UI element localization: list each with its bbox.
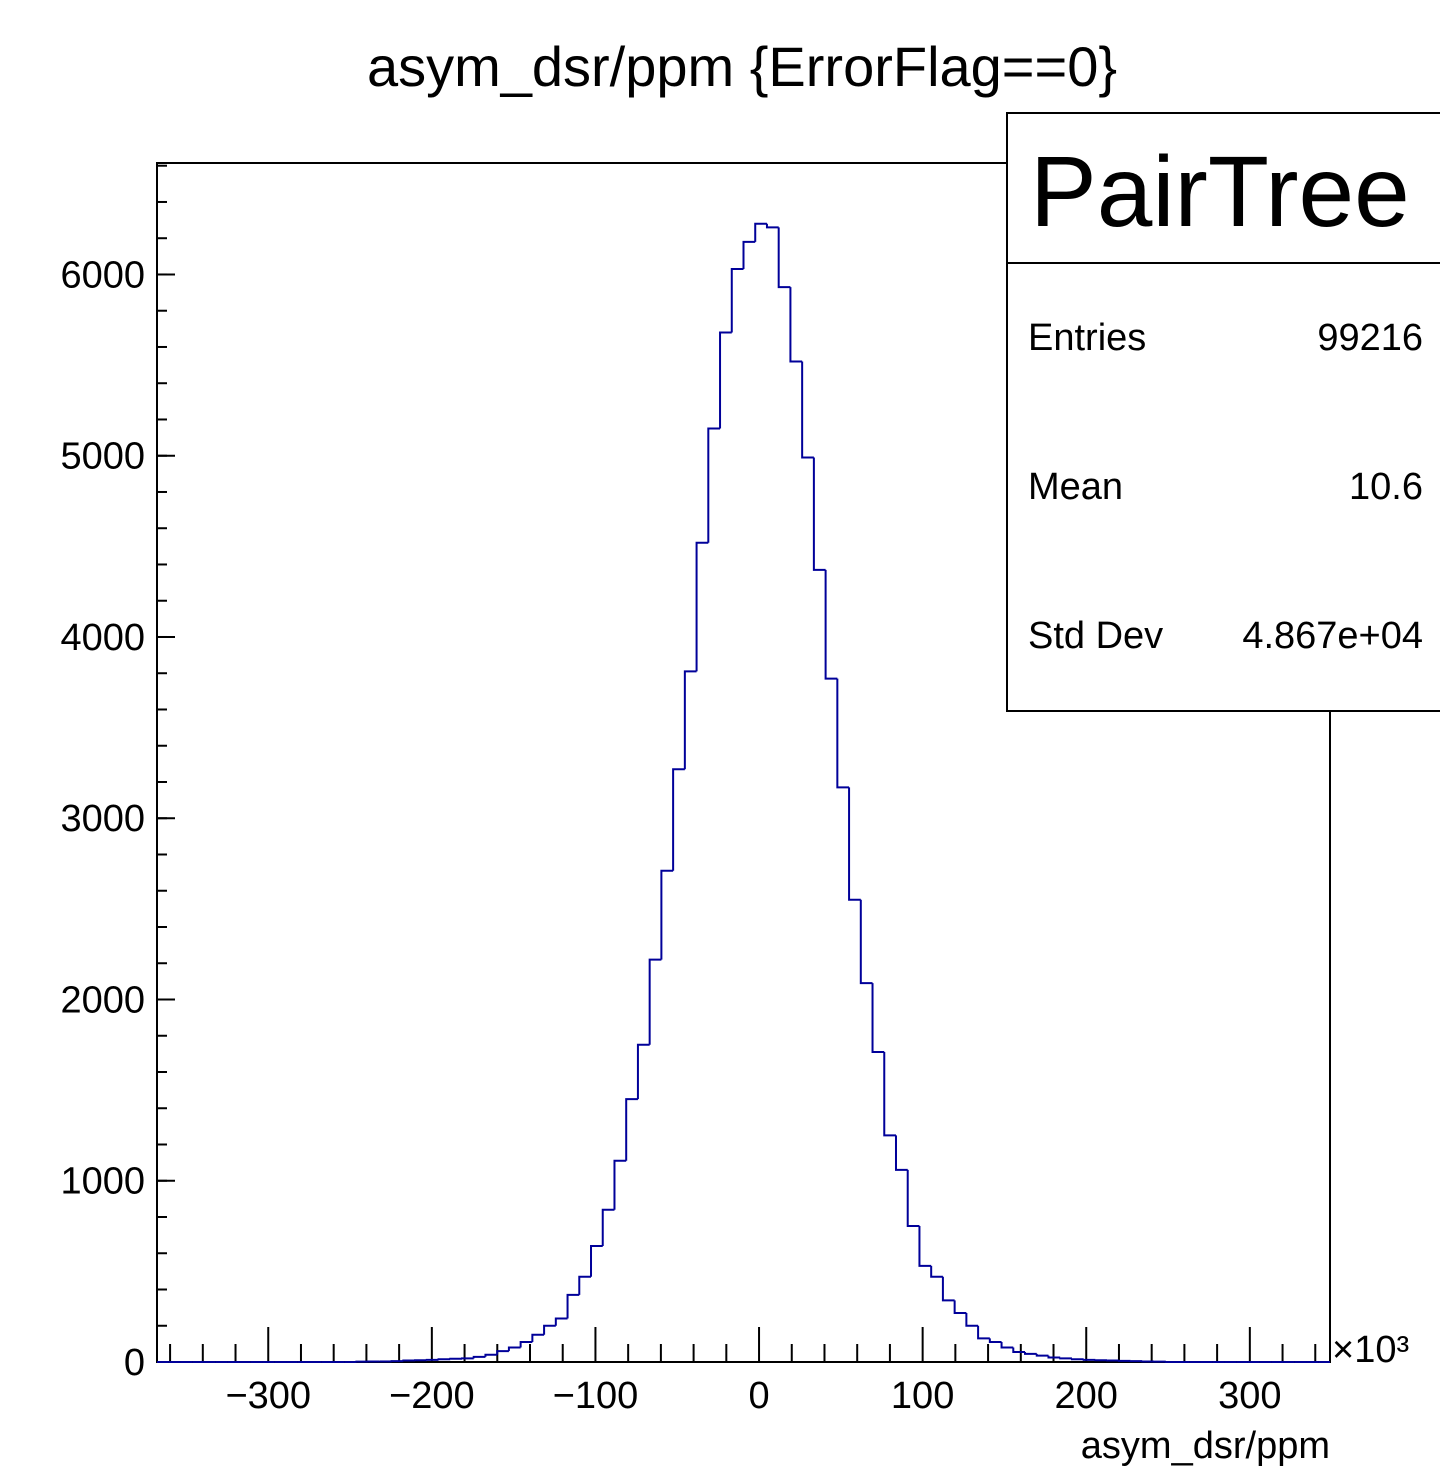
x-tick-label: 100	[891, 1375, 954, 1417]
histogram-bin	[871, 983, 885, 1054]
histogram-bin	[636, 1043, 650, 1100]
y-tick-label: 4000	[60, 617, 145, 659]
histogram-bin	[613, 1159, 627, 1210]
x-tick-label: −300	[225, 1375, 311, 1417]
histogram-bin	[543, 1324, 556, 1335]
histogram-bin	[719, 331, 732, 429]
stats-label: Entries	[1028, 317, 1146, 359]
y-tick-label: 5000	[60, 436, 145, 478]
histogram-bin	[1070, 1358, 1084, 1361]
histogram-bin	[578, 1275, 592, 1295]
x-axis-title: asym_dsr/ppm	[1081, 1425, 1330, 1467]
histogram-bin	[1059, 1357, 1072, 1360]
histogram-bin	[953, 1300, 967, 1315]
histogram-bin	[484, 1353, 498, 1357]
histogram-bin	[859, 899, 873, 985]
histogram-bin	[449, 1357, 462, 1360]
stats-border	[1006, 112, 1440, 712]
histogram-bin	[1082, 1358, 1096, 1361]
histogram-bin	[977, 1325, 990, 1340]
histogram-bin	[848, 787, 861, 901]
y-tick-label: 0	[124, 1342, 145, 1384]
y-tick-label: 2000	[60, 979, 145, 1021]
histogram-bin	[812, 457, 826, 571]
histogram-bin	[1047, 1355, 1061, 1359]
histogram-bin	[765, 223, 779, 229]
stats-value: 10.6	[1349, 466, 1423, 508]
x-tick-label: −200	[389, 1375, 475, 1417]
frame	[156, 162, 1331, 1363]
histogram-bin	[801, 361, 814, 459]
y-tick-label: 1000	[60, 1161, 145, 1203]
histogram-bin	[695, 541, 709, 672]
histogram-bin	[894, 1135, 908, 1171]
histogram-bin	[918, 1226, 932, 1267]
x-tick-label: 200	[1055, 1375, 1118, 1417]
histogram-bin	[883, 1052, 896, 1137]
histogram-bin	[566, 1293, 580, 1319]
histogram-bin	[402, 1359, 416, 1362]
histogram-bin	[707, 427, 721, 543]
histogram-bin	[1000, 1342, 1014, 1349]
histogram-bin	[507, 1346, 521, 1352]
x-multiplier: ×10³	[1332, 1329, 1409, 1371]
histogram-bin	[531, 1333, 545, 1343]
histogram-bin	[824, 569, 838, 680]
histogram-bin	[672, 768, 685, 871]
histogram-bin	[754, 222, 767, 242]
histogram-bin	[1012, 1347, 1026, 1354]
stats-box: PairTree	[1006, 112, 1440, 712]
histogram-bin	[683, 670, 697, 770]
histogram-bin	[1035, 1353, 1049, 1357]
histogram-bin	[554, 1317, 568, 1326]
histogram-bin	[648, 958, 662, 1045]
histogram-bin	[625, 1098, 638, 1161]
histogram-bin	[496, 1350, 509, 1355]
histogram-bin	[519, 1341, 533, 1348]
stats-value: 4.867e+04	[1242, 615, 1423, 657]
histogram-bin	[590, 1245, 603, 1277]
histogram-bin	[1024, 1352, 1037, 1355]
histogram-bin	[742, 240, 756, 270]
stats-value: 99216	[1317, 317, 1423, 359]
histogram-bin	[941, 1276, 955, 1302]
stats-label: Mean	[1028, 466, 1123, 508]
histogram-bin	[988, 1338, 1002, 1344]
histogram-bin	[437, 1358, 451, 1361]
y-tick-label: 3000	[60, 798, 145, 840]
x-tick-label: −100	[553, 1375, 639, 1417]
chart-title: asym_dsr/ppm {ErrorFlag==0}	[367, 35, 1117, 98]
histogram-bin	[930, 1265, 943, 1278]
histogram-bin	[906, 1169, 920, 1228]
histogram-bin	[836, 678, 850, 789]
histogram-bin	[777, 227, 791, 289]
stats-label: Std Dev	[1028, 615, 1163, 657]
x-tick-label: 0	[748, 1375, 769, 1417]
y-tick-label: 6000	[60, 254, 145, 296]
histogram-bin	[601, 1208, 615, 1246]
stats-title: PairTree	[1030, 136, 1410, 248]
histogram-bin	[730, 268, 744, 333]
histogram-bin	[789, 287, 803, 363]
histogram-bin	[472, 1355, 486, 1359]
histogram-bin	[965, 1313, 979, 1327]
histogram-bin	[660, 869, 674, 960]
x-tick-label: 300	[1218, 1375, 1281, 1417]
